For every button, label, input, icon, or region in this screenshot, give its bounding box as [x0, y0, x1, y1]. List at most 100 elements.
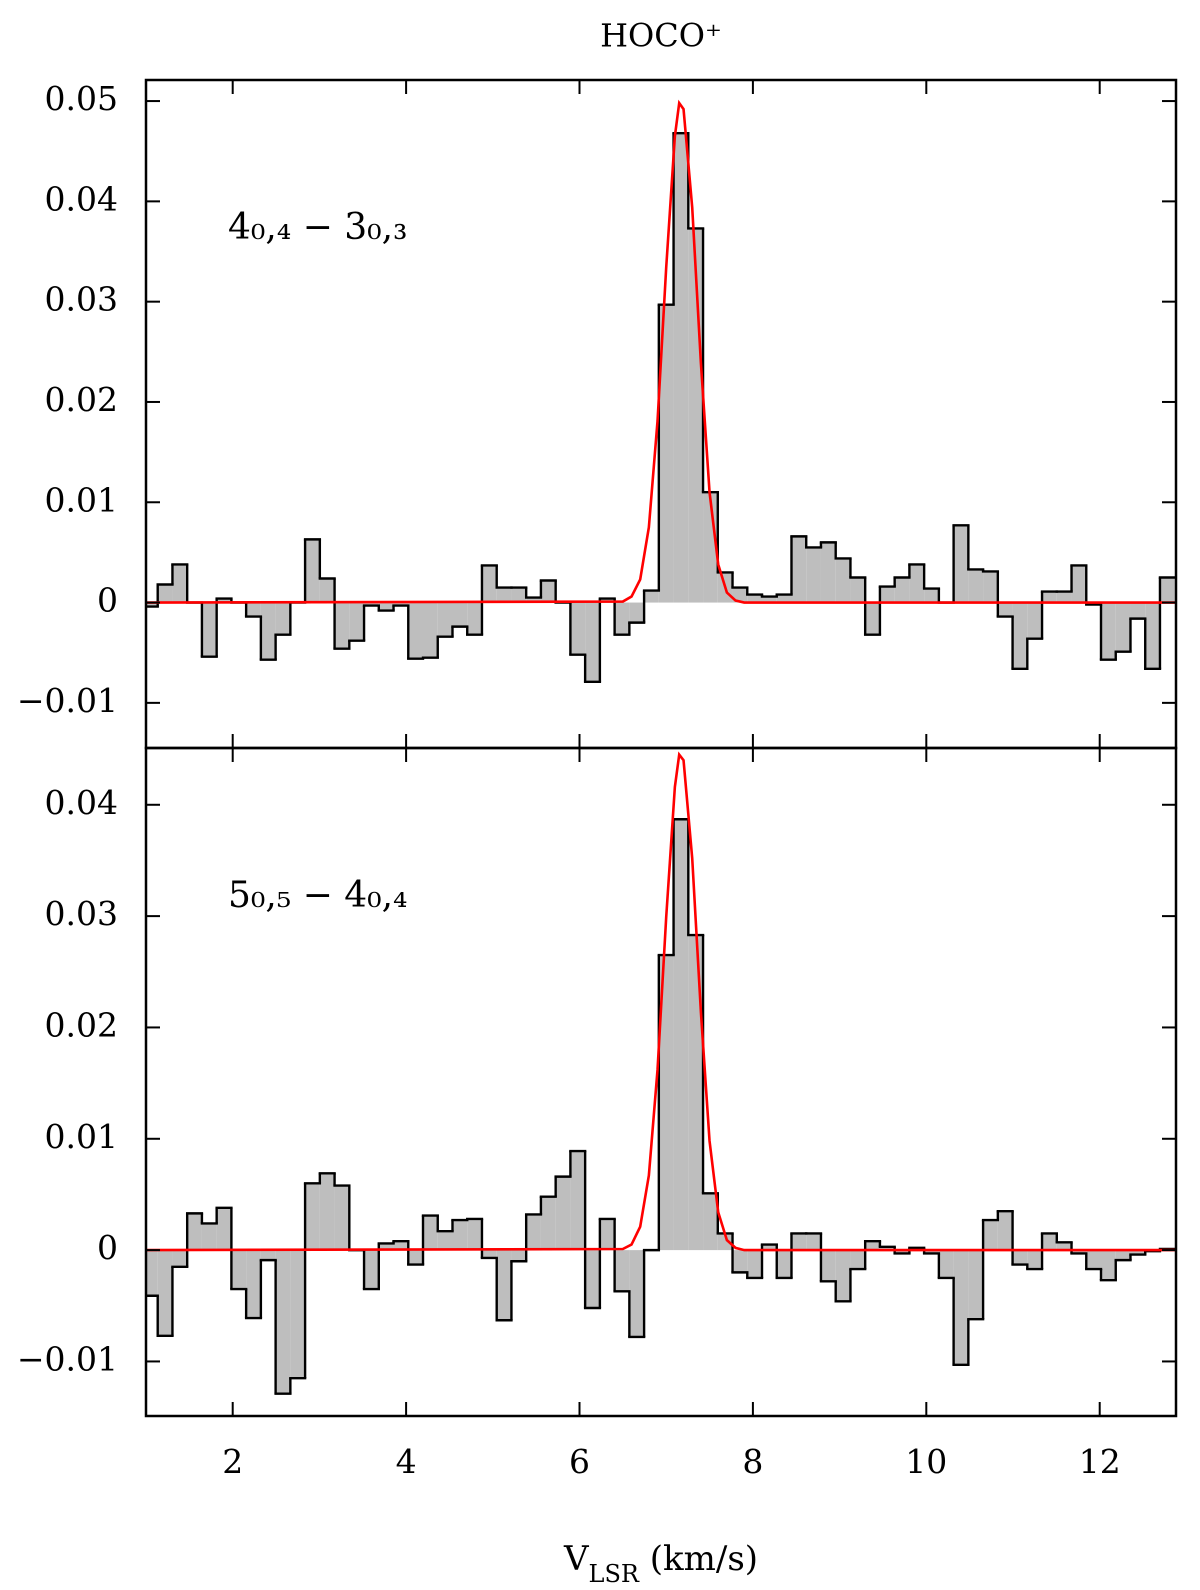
spectrum-channel — [540, 580, 556, 603]
model-line — [146, 751, 1176, 1252]
spectrum-channel — [1115, 602, 1131, 652]
spectrum-channel — [776, 594, 792, 603]
spectrum-channel — [703, 1193, 718, 1251]
spectrum-channel — [850, 1250, 866, 1270]
x-tick-label: 6 — [569, 1442, 590, 1481]
x-tick-label: 2 — [222, 1442, 243, 1481]
spectrum-channel — [540, 1196, 556, 1251]
spectrum-channel — [408, 602, 424, 659]
spectrum-channel — [378, 1243, 394, 1251]
spectrum-channel — [644, 590, 659, 603]
spectrum-channel — [452, 602, 468, 627]
x-tick-label: 12 — [1079, 1442, 1121, 1481]
spectrum-channel — [1027, 602, 1043, 639]
spectrum-channel — [201, 1223, 217, 1251]
spectrum-channel — [364, 1250, 379, 1290]
spectrum-channel — [820, 1250, 836, 1282]
spectrum-channel — [1130, 602, 1146, 619]
spectrum-channel — [585, 602, 600, 682]
spectrum-channel — [614, 1250, 630, 1292]
spectrum-channel — [968, 569, 984, 603]
spectrum-channel — [526, 597, 541, 603]
x-tick-label: 8 — [742, 1442, 763, 1481]
spectrum-channel — [555, 1176, 571, 1251]
spectrum-channel — [1012, 1250, 1028, 1265]
y-tick-label: 0.01 — [45, 1117, 118, 1156]
spectrum-channel — [835, 1250, 851, 1302]
spectrum-channel — [983, 1220, 998, 1251]
plot-frame — [144, 746, 1178, 1418]
spectrum-channel — [423, 1215, 438, 1251]
spectrum-channel — [968, 1250, 984, 1320]
spectrum-channel — [157, 1250, 173, 1336]
spectrum-channel — [481, 565, 497, 603]
spectrum-channel — [924, 1250, 939, 1254]
y-tick-label: 0.05 — [45, 79, 118, 118]
x-axis-label-part: LSR — [589, 1560, 640, 1588]
spectrum-channel — [246, 602, 261, 617]
spectrum-channel — [570, 1151, 586, 1251]
x-tick-label: 10 — [905, 1442, 947, 1481]
spectrum-channel — [393, 1241, 409, 1251]
spectrum-channel — [570, 602, 586, 655]
spectrum-channel — [526, 1214, 541, 1251]
spectrum-channel — [599, 1218, 615, 1251]
spectrum-channel — [894, 577, 910, 603]
spectrum-channel — [806, 1233, 821, 1251]
y-tick-label: 0.02 — [45, 380, 118, 419]
spectrum-channel — [732, 587, 748, 603]
x-axis-label: VLSR (km/s) — [563, 1539, 758, 1588]
spectrum-channel — [201, 602, 217, 657]
transition-label: 4₀,₄ − 3₀,₃ — [228, 207, 407, 248]
spectrum-channel — [408, 1250, 424, 1265]
spectrum-channel — [467, 1218, 482, 1251]
spectrum-channel — [496, 587, 512, 603]
spectrum-channel — [467, 602, 482, 635]
spectrum-channel — [658, 304, 674, 603]
spectrum-channel — [1012, 602, 1028, 669]
spectrum-channel — [511, 587, 527, 603]
spectrum-channel — [1115, 1250, 1131, 1261]
plot-area — [146, 99, 1176, 684]
spectrum-channel — [146, 602, 158, 607]
spectrum-channel — [629, 1250, 645, 1337]
spectrum-channel — [393, 602, 409, 606]
spectrum-channel — [305, 539, 320, 603]
spectrum-channel — [879, 586, 895, 603]
spectrum-channel — [791, 1233, 807, 1251]
x-axis-label-part: V — [563, 1539, 590, 1579]
spectrum-channel — [747, 1250, 763, 1278]
spectrum-channel — [481, 1250, 497, 1258]
spectrum-channel — [216, 1207, 232, 1251]
spectrum-channel — [983, 571, 998, 603]
spectrum-channel — [231, 1250, 247, 1290]
spectrum-channel — [1056, 591, 1072, 603]
spectrum-channel — [776, 1250, 792, 1278]
spectrum-channel — [850, 577, 866, 603]
spectrum-channel — [187, 1213, 202, 1251]
spectrum-channel — [172, 564, 188, 603]
spectrum-channel — [1027, 1250, 1043, 1270]
y-tick-label: 0.03 — [45, 280, 118, 319]
y-tick-label: −0.01 — [17, 681, 118, 720]
spectrum-channel — [1071, 1250, 1087, 1254]
spectrum-channel — [334, 1185, 350, 1251]
spectrum-channel — [1042, 591, 1057, 603]
spectrum-channel — [437, 602, 453, 637]
spectrum-channel — [791, 536, 807, 603]
spectrum-channel — [909, 564, 925, 603]
spectrum-channel — [260, 1250, 276, 1261]
spectrum-channel — [658, 955, 674, 1251]
spectrum-channel — [146, 1250, 158, 1296]
spectrum-channel — [349, 602, 365, 641]
spectrum-channel — [629, 602, 645, 623]
spectrum-channel — [762, 1244, 777, 1251]
spectrum-channel — [924, 588, 939, 603]
spectrum-channel — [334, 602, 350, 649]
spectrum-channel — [275, 602, 291, 635]
spectrum-channel — [290, 1250, 306, 1379]
spectrum-channel — [1071, 565, 1087, 603]
spectrum-channel — [673, 133, 689, 603]
spectrum-channel — [614, 602, 630, 635]
spectrum-channel — [835, 558, 851, 603]
